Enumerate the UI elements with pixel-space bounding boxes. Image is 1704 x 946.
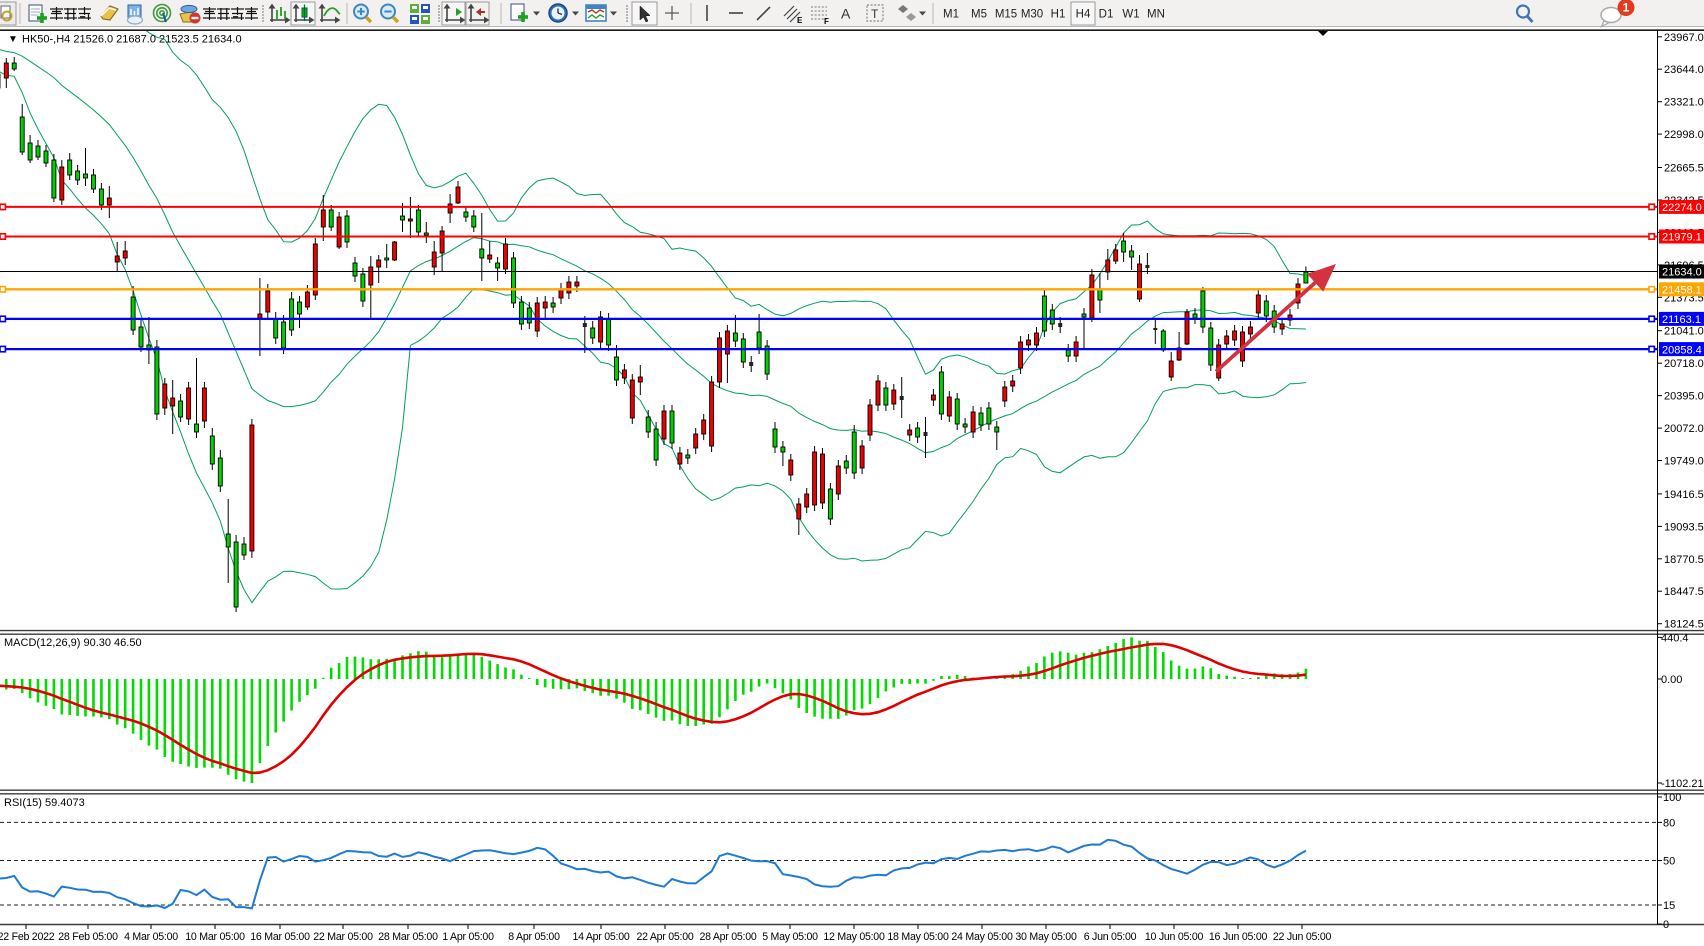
svg-text:4 Mar 05:00: 4 Mar 05:00	[124, 931, 178, 943]
svg-text:100: 100	[1663, 792, 1681, 804]
svg-text:22 Jun 05:00: 22 Jun 05:00	[1273, 931, 1332, 943]
svg-text:10 Mar 05:00: 10 Mar 05:00	[185, 931, 245, 943]
svg-text:-1102.21: -1102.21	[1661, 778, 1704, 790]
svg-text:0.00: 0.00	[1661, 674, 1682, 686]
svg-text:16 Mar 05:00: 16 Mar 05:00	[250, 931, 310, 943]
svg-text:28 Mar 05:00: 28 Mar 05:00	[378, 931, 438, 943]
svg-text:23644.0: 23644.0	[1664, 64, 1704, 76]
svg-text:18 May 05:00: 18 May 05:00	[887, 931, 949, 943]
svg-text:RSI(15) 59.4073: RSI(15) 59.4073	[4, 797, 85, 809]
svg-text:15: 15	[1663, 900, 1675, 912]
svg-text:23321.0: 23321.0	[1664, 97, 1704, 109]
svg-text:21979.1: 21979.1	[1662, 232, 1702, 244]
svg-text:24 May 05:00: 24 May 05:00	[951, 931, 1013, 943]
svg-text:8 Apr 05:00: 8 Apr 05:00	[508, 931, 560, 943]
svg-text:23967.0: 23967.0	[1664, 32, 1704, 44]
svg-text:28 Feb 05:00: 28 Feb 05:00	[58, 931, 118, 943]
svg-text:F: F	[824, 17, 829, 26]
svg-text:D1: D1	[1099, 9, 1114, 21]
svg-text:20395.0: 20395.0	[1664, 391, 1704, 403]
svg-text:A: A	[841, 6, 851, 22]
svg-text:18124.5: 18124.5	[1664, 619, 1704, 631]
svg-text:10 Jun 05:00: 10 Jun 05:00	[1145, 931, 1204, 943]
svg-text:19416.5: 19416.5	[1664, 489, 1704, 501]
svg-text:6 Jun 05:00: 6 Jun 05:00	[1084, 931, 1137, 943]
svg-text:22 Feb 2022: 22 Feb 2022	[0, 931, 55, 943]
svg-text:W1: W1	[1122, 9, 1139, 21]
svg-text:14 Apr 05:00: 14 Apr 05:00	[572, 931, 629, 943]
svg-text:50: 50	[1663, 856, 1675, 868]
svg-text:21634.0: 21634.0	[1662, 267, 1702, 279]
svg-text:80: 80	[1663, 817, 1675, 829]
svg-text:12 May 05:00: 12 May 05:00	[823, 931, 885, 943]
svg-text:21163.1: 21163.1	[1662, 314, 1701, 326]
svg-text:30 May 05:00: 30 May 05:00	[1015, 931, 1077, 943]
svg-text:1: 1	[1623, 1, 1630, 15]
svg-text:18770.5: 18770.5	[1664, 554, 1704, 566]
svg-text:440.4: 440.4	[1661, 632, 1689, 644]
svg-text:0: 0	[1663, 919, 1669, 931]
svg-text:HK50-,H4 21526.0 21687.0 2152: HK50-,H4 21526.0 21687.0 21523.5 21634.0	[22, 34, 242, 46]
svg-text:20718.0: 20718.0	[1664, 358, 1704, 370]
svg-text:16 Jun 05:00: 16 Jun 05:00	[1209, 931, 1268, 943]
svg-text:19093.5: 19093.5	[1664, 521, 1704, 533]
svg-text:1 Apr 05:00: 1 Apr 05:00	[442, 931, 494, 943]
svg-text:M1: M1	[943, 9, 959, 21]
svg-text:T: T	[871, 7, 879, 21]
svg-text:21458.1: 21458.1	[1662, 285, 1702, 297]
svg-text:H4: H4	[1076, 9, 1091, 21]
svg-text:20858.4: 20858.4	[1662, 344, 1702, 356]
svg-text:5 May 05:00: 5 May 05:00	[762, 931, 818, 943]
svg-text:M5: M5	[971, 9, 987, 21]
svg-text:MACD(12,26,9) 90.30 46.50: MACD(12,26,9) 90.30 46.50	[4, 637, 142, 649]
svg-text:H1: H1	[1051, 9, 1066, 21]
svg-text:22998.0: 22998.0	[1664, 129, 1704, 141]
svg-text:19749.0: 19749.0	[1664, 456, 1704, 468]
svg-text:18447.5: 18447.5	[1664, 586, 1704, 598]
svg-text:20072.0: 20072.0	[1664, 423, 1704, 435]
svg-text:M15: M15	[995, 9, 1017, 21]
svg-text:MN: MN	[1147, 9, 1165, 21]
svg-text:28 Apr 05:00: 28 Apr 05:00	[699, 931, 756, 943]
svg-text:22 Apr 05:00: 22 Apr 05:00	[636, 931, 693, 943]
svg-text:22 Mar 05:00: 22 Mar 05:00	[313, 931, 373, 943]
svg-text:22274.0: 22274.0	[1662, 202, 1702, 214]
svg-text:21041.0: 21041.0	[1664, 326, 1704, 338]
svg-text:▼: ▼	[8, 34, 18, 45]
svg-text:E: E	[797, 16, 803, 25]
svg-text:22665.5: 22665.5	[1664, 163, 1704, 175]
svg-text:M30: M30	[1021, 9, 1043, 21]
